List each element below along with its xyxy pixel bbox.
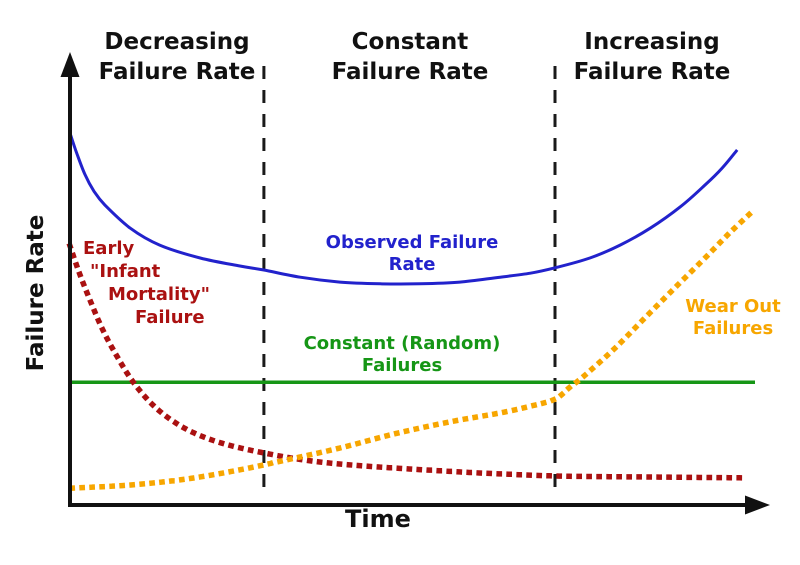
region-title-decreasing: Decreasing Failure Rate: [98, 29, 256, 85]
observed-failure-rate-curve: [68, 132, 739, 286]
region-title-increasing: Increasing Failure Rate: [573, 29, 731, 85]
wear-out-failures-curve: [69, 205, 759, 491]
infant-label-line-1: Early: [83, 238, 135, 259]
constant-random-failures-label: Constant (Random) Failures: [303, 333, 501, 376]
x-axis-arrow-icon: [745, 495, 770, 515]
y-axis-arrow-icon: [60, 52, 80, 77]
observed-failure-rate-label: Observed Failure Rate: [325, 232, 499, 275]
infant-label-line-4: Failure: [135, 307, 205, 328]
region-title-constant: Constant Failure Rate: [331, 29, 489, 85]
wear-out-failures-label: Wear Out Failures: [685, 296, 781, 339]
infant-label-line-2: "Infant: [90, 261, 161, 282]
infant-mortality-failure-label: Early "Infant Mortality" Failure: [83, 237, 303, 329]
x-axis-label: Time: [345, 505, 411, 533]
y-axis-label: Failure Rate: [23, 214, 49, 372]
infant-label-line-3: Mortality": [108, 284, 210, 305]
infant-mortality-failure-curve: [66, 242, 751, 481]
